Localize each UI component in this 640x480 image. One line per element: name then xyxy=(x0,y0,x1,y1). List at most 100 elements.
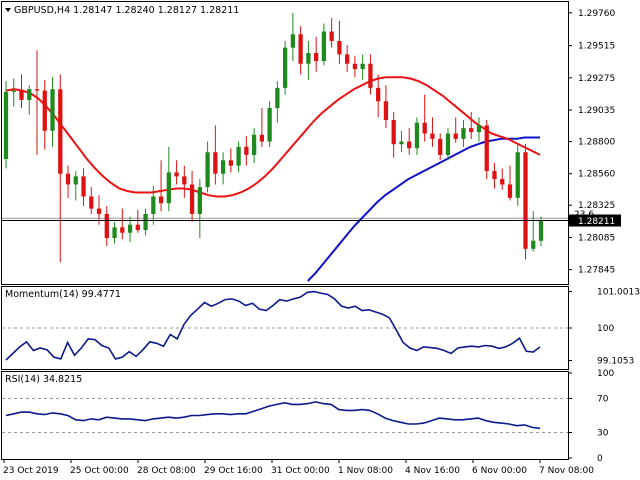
candle-body xyxy=(158,196,164,204)
price-tick-label: 1.28800 xyxy=(578,138,615,148)
rsi-line xyxy=(5,401,541,430)
candle-body xyxy=(34,89,40,91)
candle-body xyxy=(151,196,156,214)
time-tick-label: 7 Nov 08:00 xyxy=(539,466,594,476)
candle-body xyxy=(422,122,427,134)
candle-body xyxy=(275,87,280,108)
momentum-label: Momentum(14) 99.4771 xyxy=(5,289,121,300)
candle-body xyxy=(290,34,296,48)
candle-body xyxy=(407,141,412,149)
price-tick-label: 1.28560 xyxy=(578,170,615,180)
time-tick-label: 31 Oct 00:00 xyxy=(271,466,330,476)
candle-body xyxy=(205,152,210,188)
candle-body xyxy=(453,133,458,139)
candle-body xyxy=(337,40,342,55)
candle-body xyxy=(58,89,63,174)
candle-body xyxy=(267,108,272,142)
candle-body xyxy=(73,176,78,185)
last-price-line: 1.28211 xyxy=(2,214,621,227)
candle-body xyxy=(213,152,218,174)
price-tick-label: 1.27845 xyxy=(578,266,615,276)
time-tick-label: 6 Nov 00:00 xyxy=(472,466,527,476)
candle-body xyxy=(515,152,520,198)
candle-body xyxy=(27,89,32,100)
rsi-panel: RSI(14) 34.8215 xyxy=(1,371,569,460)
candle-body xyxy=(189,184,195,214)
ma-fast-series xyxy=(5,76,541,198)
price-tick-label: 1.28325 xyxy=(578,201,615,211)
momentum-line xyxy=(5,290,541,361)
rsi-series xyxy=(5,401,541,430)
candle-body xyxy=(376,87,381,102)
candle-body xyxy=(120,227,125,233)
candle-body xyxy=(329,31,334,41)
candle-body xyxy=(314,53,319,62)
candle-body xyxy=(19,90,24,100)
candle-body xyxy=(438,138,443,155)
candle-body xyxy=(166,172,171,204)
momentum-series xyxy=(5,290,541,361)
price-tick-label: 1.28085 xyxy=(578,233,615,243)
momentum-tick-label: 100 xyxy=(597,324,614,334)
momentum-tick-label: 99.1053 xyxy=(597,357,634,367)
candle-body xyxy=(360,63,365,70)
candle-body xyxy=(492,171,497,180)
rsi-tick-label: 0 xyxy=(597,454,603,464)
momentum-tick-label: 101.0013 xyxy=(597,288,640,298)
price-tick-label: 1.29760 xyxy=(578,9,615,19)
candle-body xyxy=(89,196,94,209)
rsi-label: RSI(14) 34.8215 xyxy=(5,374,82,385)
candle-body xyxy=(42,90,47,131)
price-tick-label: 1.29515 xyxy=(578,42,615,52)
candle-body xyxy=(476,125,482,133)
candle-body xyxy=(345,54,350,64)
candle-body xyxy=(531,240,536,249)
time-tick-label: 28 Oct 08:00 xyxy=(137,466,196,476)
time-tick-label: 1 Nov 08:00 xyxy=(338,466,393,476)
rsi-level-lines xyxy=(2,398,568,433)
candle-body xyxy=(399,141,404,145)
candle-body xyxy=(143,213,148,231)
candle-body xyxy=(368,63,373,88)
time-axis: 23 Oct 2019 25 Oct 00:00 28 Oct 08:00 29 Oc… xyxy=(3,459,594,476)
candle-body xyxy=(523,152,528,249)
time-tick-label: 25 Oct 00:00 xyxy=(70,466,129,476)
candle-body xyxy=(352,63,358,70)
candle-body xyxy=(96,208,102,214)
candle-body xyxy=(383,101,389,121)
rsi-axis: 100 70 30 0 xyxy=(568,369,614,464)
rsi-tick-label: 30 xyxy=(597,429,609,439)
time-tick-label: 29 Oct 16:00 xyxy=(204,466,263,476)
collapse-triangle-icon[interactable] xyxy=(5,8,11,12)
candle-body xyxy=(430,133,435,139)
rsi-panel-frame xyxy=(1,371,569,460)
candle-body xyxy=(127,224,133,233)
candle-body xyxy=(197,187,202,214)
candle-body xyxy=(244,146,249,155)
candle-body xyxy=(182,176,187,185)
candle-body xyxy=(135,224,140,231)
candle-body xyxy=(306,53,311,64)
candle-body xyxy=(282,47,288,88)
momentum-panel: Momentum(14) 99.4771 xyxy=(1,286,569,370)
last-price-box xyxy=(569,214,621,227)
candle-body xyxy=(236,146,241,166)
momentum-axis: 101.0013 100 99.1053 xyxy=(568,288,640,367)
ma-fast-line xyxy=(5,76,541,198)
candle-body xyxy=(445,133,451,155)
candle-body xyxy=(538,220,544,241)
candle-body xyxy=(484,125,489,172)
candle-body xyxy=(3,91,9,159)
candle-body xyxy=(500,179,505,185)
candle-body xyxy=(50,89,55,131)
candle-body xyxy=(228,160,233,166)
candle-body xyxy=(461,128,466,139)
ma-slow-line xyxy=(307,136,540,282)
candle-body xyxy=(112,227,117,239)
candle-body xyxy=(81,176,86,197)
candle-body xyxy=(11,90,16,92)
candles-group xyxy=(3,12,544,263)
time-tick-label: 23 Oct 2019 xyxy=(3,466,59,476)
rsi-tick-label: 100 xyxy=(597,369,614,379)
